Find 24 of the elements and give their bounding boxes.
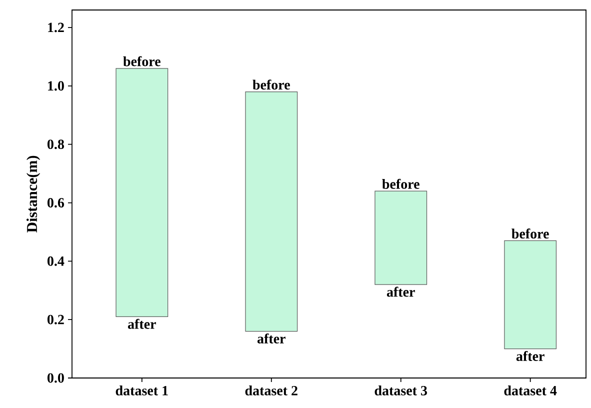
y-axis-title: Distance(m) xyxy=(26,156,40,232)
x-tick-label: dataset 4 xyxy=(504,386,557,396)
annotation: before xyxy=(123,56,160,66)
y-tick-label: 0.0 xyxy=(48,373,64,383)
annotation: after xyxy=(257,333,286,344)
annotation: after xyxy=(386,286,415,297)
x-tick-label: dataset 2 xyxy=(245,386,298,396)
annotation: before xyxy=(382,178,420,189)
y-tick-label: 1.0 xyxy=(48,81,64,91)
bar xyxy=(504,240,557,350)
bar xyxy=(116,68,168,317)
x-tick-label: dataset 1 xyxy=(116,386,168,396)
y-tick-label: 0.2 xyxy=(48,314,64,324)
annotation: after xyxy=(128,318,156,329)
annotation: before xyxy=(252,80,290,90)
y-tick-label: 0.4 xyxy=(48,256,64,266)
x-tick-label: dataset 3 xyxy=(374,386,428,396)
bar xyxy=(374,190,428,285)
annotation: after xyxy=(516,350,544,361)
y-tick-label: 0.6 xyxy=(48,198,64,208)
bar xyxy=(245,91,298,332)
annotation: before xyxy=(512,228,549,239)
y-tick-label: 0.8 xyxy=(48,140,64,150)
y-tick-label: 1.2 xyxy=(48,22,64,32)
